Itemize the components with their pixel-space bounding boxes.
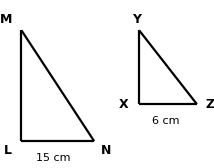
Text: L: L [4,144,12,157]
Text: 15 cm: 15 cm [36,153,71,163]
Text: Z: Z [205,98,214,111]
Text: 6 cm: 6 cm [152,116,180,126]
Text: N: N [101,144,111,157]
Text: M: M [0,13,12,26]
Text: Y: Y [132,13,141,26]
Text: X: X [119,98,128,111]
